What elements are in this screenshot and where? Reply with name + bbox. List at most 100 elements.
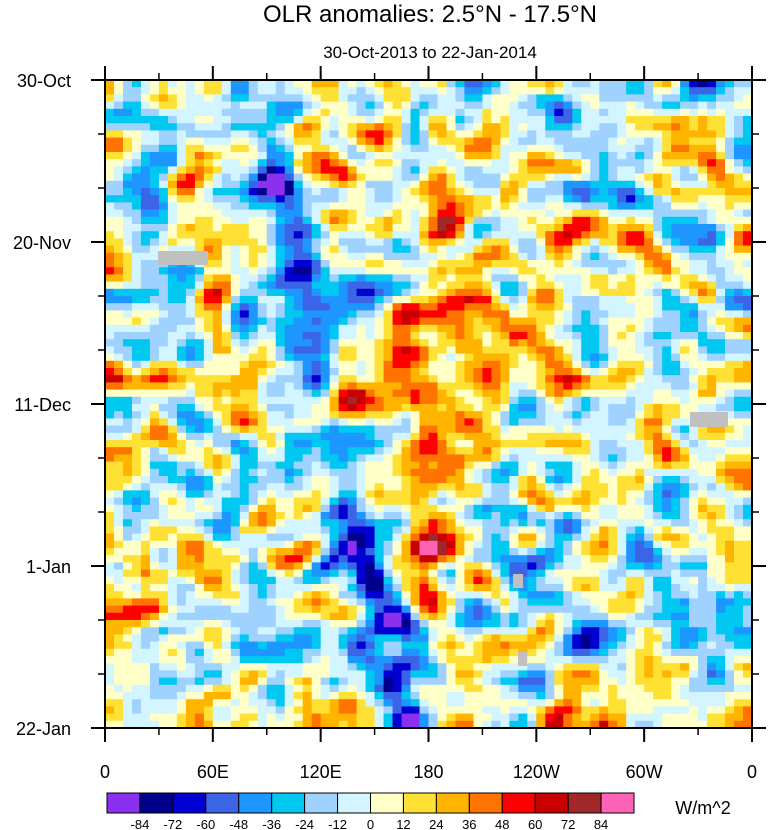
field-cell [113,555,124,563]
field-cell [149,461,160,470]
field-cell [599,339,609,347]
field-cell [491,432,501,441]
field-cell [212,108,223,117]
field-cell [266,497,277,506]
field-cell [266,411,277,419]
field-cell [437,447,448,455]
field-cell [239,360,250,369]
field-cell [194,533,205,542]
field-cell [536,519,546,527]
field-cell [662,368,672,376]
field-cell [140,324,151,333]
field-cell [716,512,726,520]
field-cell [509,339,519,347]
field-cell [149,353,160,362]
field-cell [455,353,466,362]
field-cell [662,324,672,333]
field-cell [176,296,187,304]
field-cell [680,116,690,124]
field-cell [446,512,457,520]
field-cell [446,224,457,232]
field-cell [131,447,142,455]
field-cell [527,202,537,211]
field-cell [122,576,133,585]
field-cell [419,101,430,110]
field-cell [203,252,214,261]
field-cell [365,317,376,326]
field-cell [212,101,223,110]
field-cell [266,108,277,117]
field-cell [392,504,403,513]
field-cell [554,483,564,491]
field-cell [653,533,663,542]
field-cell [338,195,349,203]
field-cell [581,461,591,470]
field-cell [356,274,367,283]
field-cell [689,468,699,477]
field-cell [608,468,618,477]
field-cell [455,447,466,455]
field-cell [716,188,726,196]
field-cell [194,490,205,499]
field-cell [671,504,681,513]
field-cell [311,296,322,304]
field-cell [293,123,304,131]
field-cell [644,497,654,506]
field-cell [410,562,421,571]
field-cell [105,324,115,333]
field-cell [122,490,133,499]
field-cell [482,173,493,182]
field-cell [689,533,699,542]
field-cell [401,339,412,347]
field-cell [743,94,753,103]
field-cell [203,411,214,419]
field-cell [257,454,268,463]
field-cell [518,123,528,131]
field-cell [482,389,493,398]
field-cell [338,324,349,333]
field-cell [644,288,654,297]
field-cell [716,454,726,463]
field-cell [446,303,457,311]
field-cell [212,375,223,383]
field-cell [473,116,484,124]
field-cell [410,454,421,463]
field-cell [428,267,439,275]
field-cell [482,418,493,427]
field-cell [608,216,618,225]
field-cell [212,346,223,355]
field-cell [140,202,151,211]
field-cell [509,468,519,477]
field-cell [158,476,169,484]
field-cell [239,468,250,477]
field-cell [662,490,672,499]
field-cell [608,447,618,455]
field-cell [284,216,295,225]
field-cell [302,533,313,542]
field-cell [527,152,537,160]
field-cell [563,80,573,88]
field-cell [230,339,241,347]
field-cell [122,202,133,211]
field-cell [473,562,484,571]
field-cell [608,101,618,110]
field-cell [518,490,528,499]
field-cell [518,281,528,290]
field-cell [482,548,493,556]
field-cell [428,152,439,160]
field-cell [428,159,439,167]
field-cell [743,216,753,225]
field-cell [221,461,232,470]
field-cell [626,382,636,391]
field-cell [617,188,627,196]
field-cell [302,116,313,124]
field-cell [689,288,699,297]
field-cell [662,123,672,131]
field-cell [356,288,367,297]
field-cell [590,137,600,146]
field-cell [275,152,286,160]
field-cell [446,490,457,499]
field-cell [383,368,394,376]
field-cell [428,418,439,427]
field-cell [725,396,735,405]
